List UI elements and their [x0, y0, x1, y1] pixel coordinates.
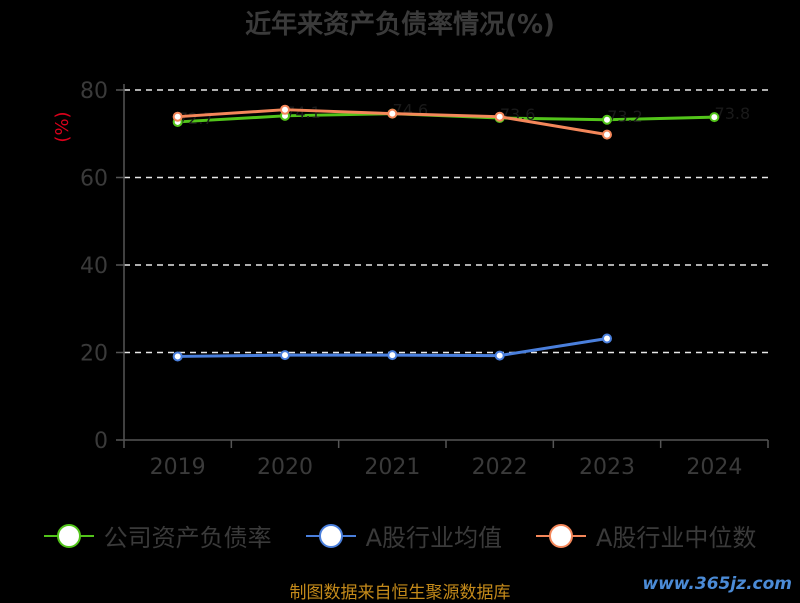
data-point-1 — [387, 350, 398, 361]
x-tick-label: 2019 — [150, 455, 206, 480]
data-point-2 — [602, 129, 612, 140]
data-point-1 — [172, 351, 183, 362]
legend: 公司资产负债率 A股行业均值 A股行业中位数 — [0, 518, 800, 553]
legend-item[interactable]: A股行业均值 — [305, 518, 502, 553]
x-tick-label: 2022 — [472, 455, 528, 480]
data-point-1 — [280, 350, 290, 361]
data-point-1 — [602, 333, 612, 344]
data-point-0 — [602, 114, 612, 125]
legend-label: A股行业中位数 — [596, 524, 757, 552]
data-label: 73.2 — [607, 107, 643, 126]
legend-label: A股行业均值 — [365, 524, 502, 552]
watermark: www.365jz.com — [642, 574, 792, 594]
data-label: 72.7 — [178, 109, 214, 128]
data-point-2 — [387, 108, 398, 119]
data-point-2 — [494, 111, 505, 122]
x-tick-label: 2023 — [579, 455, 635, 480]
legend-swatch — [305, 523, 356, 548]
legend-label: 公司资产负债率 — [103, 524, 272, 552]
y-tick-label: 20 — [80, 342, 108, 367]
data-point-0 — [709, 112, 720, 123]
y-tick-label: 0 — [94, 429, 108, 454]
x-tick-label: 2020 — [257, 455, 313, 480]
data-label: 73.8 — [715, 104, 751, 123]
x-tick-label: 2021 — [364, 455, 420, 480]
data-label: 74.6 — [393, 101, 429, 120]
y-axis-label: (%) — [52, 111, 73, 142]
y-tick-label: 80 — [80, 79, 108, 104]
legend-item[interactable]: 公司资产负债率 — [43, 518, 272, 553]
data-label: 74.1 — [285, 103, 321, 122]
data-point-1 — [494, 350, 505, 361]
data-point-2 — [172, 111, 183, 122]
chart-title: 近年来资产负债率情况(%) — [245, 10, 555, 40]
x-tick-label: 2024 — [686, 455, 742, 480]
legend-swatch — [536, 523, 586, 548]
y-tick-label: 40 — [80, 254, 108, 279]
legend-item[interactable]: A股行业中位数 — [536, 518, 756, 553]
data-point-2 — [280, 104, 290, 115]
y-tick-label: 60 — [80, 167, 108, 192]
legend-swatch — [43, 523, 94, 548]
source-text: 制图数据来自恒生聚源数据库 — [289, 583, 511, 603]
